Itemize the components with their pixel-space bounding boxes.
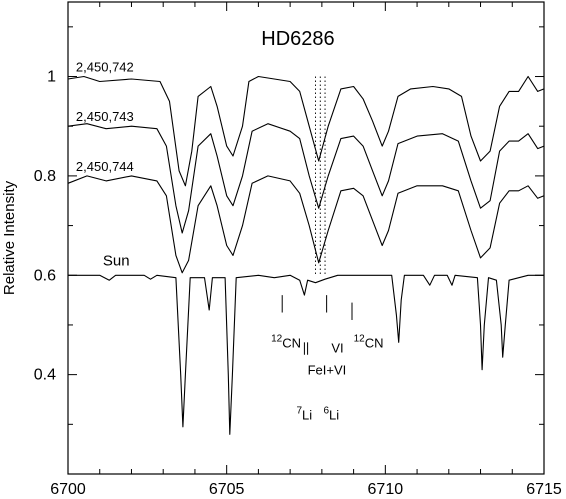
x-tick-label: 6710: [368, 481, 404, 498]
chart-labels: 2,450,742 2,450,743 2,450,744 Sun 12CN VI 12CN…: [76, 60, 384, 423]
series-label: 2,450,743: [76, 109, 134, 124]
series-label: 2,450,742: [76, 60, 134, 75]
line-annotation: VI: [331, 340, 343, 355]
line-annotation: 7Li: [296, 405, 312, 422]
series-line: [68, 274, 544, 435]
chart-title: HD6286: [261, 28, 334, 50]
y-tick-label: 0.4: [34, 367, 56, 384]
series-line: [67, 123, 545, 234]
x-tick-label: 6700: [50, 481, 86, 498]
y-axis-label: Relative Intensity: [1, 180, 18, 295]
x-tick-label: 6715: [526, 481, 562, 498]
line-annotation: 6Li: [323, 405, 339, 422]
axis-ticks: 6700 6705 6710 6715 0.4 0.6 0.8 1: [34, 2, 562, 498]
line-annotation: FeI+VI: [308, 363, 347, 378]
series-label: 2,450,744: [76, 159, 134, 174]
line-annotation: 12CN: [354, 333, 384, 350]
plot-frame: [67, 1, 545, 475]
reference-lines: [315, 76, 326, 276]
y-tick-label: 1: [47, 69, 56, 86]
spectrum-series: [67, 75, 545, 435]
x-tick-label: 6705: [209, 481, 245, 498]
series-line: [67, 175, 545, 274]
line-annotation: 12CN: [271, 333, 301, 350]
line-markers: [281, 295, 353, 355]
series-line: [67, 75, 545, 187]
y-tick-label: 0.6: [34, 267, 56, 284]
y-tick-label: 0.8: [34, 168, 56, 185]
series-label: Sun: [103, 252, 130, 269]
